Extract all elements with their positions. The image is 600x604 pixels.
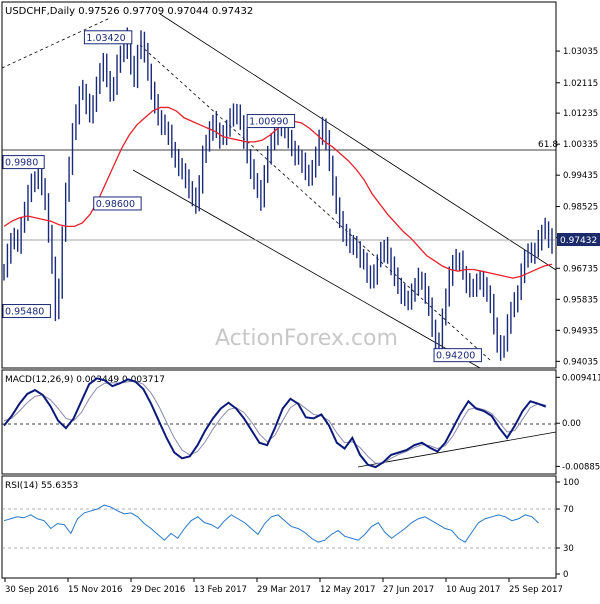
x-tick-label: 15 Nov 2016 <box>68 585 122 595</box>
x-tick-label: 27 Jun 2017 <box>383 585 434 595</box>
annotation-box <box>83 30 133 45</box>
price-y-tick-label: 1.00335 <box>563 140 598 150</box>
dashed-trendline-left <box>1 17 111 69</box>
price-annotations: 1.03420 1.00990 0.9980 0.98600 0.95480 0.9420… <box>2 30 482 363</box>
fib-label: 61.8 <box>538 140 558 150</box>
last-price-box <box>557 233 600 246</box>
chart-header: USDCHF,Daily 0.97526 0.97709 0.97044 0.9… <box>5 6 253 17</box>
rsi-panel-frame <box>1 475 557 579</box>
channel-upper-line <box>159 13 557 271</box>
price-y-axis: 1.03035 1.02115 1.01235 1.00335 0.99435 0.985… <box>556 47 598 367</box>
rsi-y-tick-label: 30 <box>563 544 574 554</box>
annotation-box <box>93 196 142 211</box>
rsi-y-tick-label: 70 <box>563 505 574 515</box>
price-y-tick-label: 0.98525 <box>563 203 598 213</box>
x-tick-label: 10 Aug 2017 <box>446 585 500 595</box>
macd-trendline <box>357 431 557 468</box>
x-tick-label: 12 May 2017 <box>320 585 375 595</box>
price-y-tick-label: 0.94035 <box>563 357 598 367</box>
macd-signal-line <box>3 380 546 464</box>
annotation-label: 0.94200 <box>436 351 475 362</box>
rsi-y-tick-label: 100 <box>563 478 579 488</box>
macd-label: MACD(12,26,9) 0.003449 0.003717 <box>5 375 165 385</box>
annotation-label: 0.98600 <box>96 199 135 210</box>
watermark: ActionForex.com <box>215 326 398 351</box>
last-price-label: 0.97432 <box>560 236 597 246</box>
macd-panel-frame <box>1 369 557 475</box>
price-y-tick-label: 0.95835 <box>563 295 598 305</box>
annotation-box <box>2 304 51 319</box>
x-tick-label: 29 Mar 2017 <box>257 585 311 595</box>
rsi-y-axis: 100 70 30 0 <box>556 478 579 580</box>
x-tick-label: 29 Dec 2016 <box>131 585 185 595</box>
macd-y-tick-label: 0.00 <box>562 419 581 429</box>
annotation-box <box>433 348 482 363</box>
price-y-tick-label: 0.99435 <box>563 171 598 181</box>
annotation-label: 1.00990 <box>249 117 288 128</box>
channel-lower-line <box>132 169 481 369</box>
price-y-tick-label: 1.01235 <box>563 109 598 119</box>
macd-y-tick-label: -0.008852 <box>562 462 600 472</box>
annotation-label: 0.95480 <box>5 307 44 318</box>
price-y-tick-label: 0.94935 <box>563 326 598 336</box>
x-tick-label: 13 Feb 2017 <box>194 585 247 595</box>
x-tick-label: 30 Sep 2016 <box>5 585 59 595</box>
macd-line <box>3 377 547 469</box>
price-y-tick-label: 0.96735 <box>563 264 598 274</box>
rsi-y-tick-label: 0 <box>563 570 568 580</box>
annotation-label: 0.9980 <box>5 158 38 169</box>
rsi-label: RSI(14) 55.6353 <box>5 481 78 491</box>
price-panel-frame <box>1 1 557 369</box>
macd-y-tick-label: 0.009411 <box>562 373 600 383</box>
x-axis: 30 Sep 2016 15 Nov 2016 29 Dec 2016 13 Feb … <box>4 578 563 595</box>
x-tick-label: 25 Sep 2017 <box>509 585 563 595</box>
annotation-label: 1.03420 <box>86 33 125 44</box>
price-y-tick-label: 1.02115 <box>563 79 598 89</box>
price-y-tick-label: 1.03035 <box>563 47 598 57</box>
macd-y-axis: 0.009411 0.00 -0.008852 <box>556 373 600 472</box>
annotation-box <box>246 114 296 129</box>
rsi-line <box>3 504 539 543</box>
annotation-box <box>2 155 45 170</box>
